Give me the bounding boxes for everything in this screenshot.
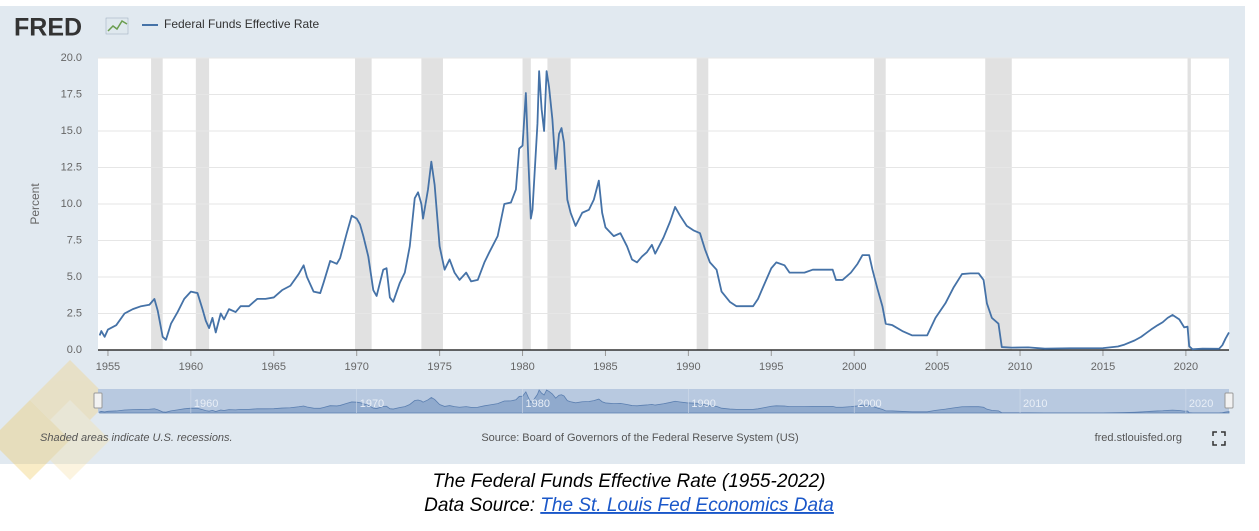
x-tick-label: 1990: [676, 361, 700, 373]
recession-note: Shaded areas indicate U.S. recessions.: [40, 432, 233, 444]
y-tick-label: 10.0: [61, 198, 82, 210]
y-tick-label: 20.0: [61, 52, 82, 64]
y-tick-label: 0.0: [67, 344, 82, 356]
y-tick-label: 2.5: [67, 307, 82, 319]
fullscreen-icon[interactable]: [1212, 431, 1226, 446]
x-tick-label: 2005: [925, 361, 949, 373]
x-tick-label: 1960: [179, 361, 203, 373]
y-tick-label: 12.5: [61, 161, 82, 173]
caption-source-label: Data Source:: [424, 495, 535, 516]
x-tick-label: 2010: [1008, 361, 1032, 373]
y-tick-label: 15.0: [61, 125, 82, 137]
x-tick-label: 1980: [510, 361, 534, 373]
source: Source: Board of Governors of the Federa…: [481, 432, 798, 444]
logo-icon: [105, 17, 129, 35]
caption-source: Data Source: The St. Louis Fed Economics…: [424, 495, 834, 516]
x-tick-label: 1995: [759, 361, 783, 373]
caption-source-link[interactable]: The St. Louis Fed Economics Data: [540, 495, 834, 516]
navigator-label: 1990: [691, 398, 715, 410]
site: fred.stlouisfed.org: [1095, 432, 1182, 444]
y-tick-label: 17.5: [61, 88, 82, 100]
x-tick-label: 1955: [96, 361, 120, 373]
navigator-label: 1970: [360, 398, 384, 410]
logo: FRED: [14, 14, 82, 42]
navigator-label: 2000: [857, 398, 881, 410]
x-tick-label: 2000: [842, 361, 866, 373]
watermark: [0, 360, 110, 480]
navigator: 1960 1970 1980 1990 2000 2010 2020: [93, 389, 1234, 414]
x-tick-label: 1985: [593, 361, 617, 373]
navigator-label: 1960: [194, 398, 218, 410]
navigator-label: 1980: [526, 398, 550, 410]
plot: 0.0 2.5 5.0 7.5 10.0 12.5 15.0 17.5 20.0 1955 1960…: [61, 52, 1230, 373]
x-tick-label: 2015: [1091, 361, 1115, 373]
navigator-label: 2010: [1023, 398, 1047, 410]
x-tick-label: 2020: [1174, 361, 1198, 373]
navigator-handle[interactable]: [93, 392, 103, 409]
navigator-handle[interactable]: [1224, 392, 1234, 409]
x-tick-label: 1965: [262, 361, 286, 373]
y-tick-label: 7.5: [67, 234, 82, 246]
x-tick-label: 1970: [344, 361, 368, 373]
x-tick-label: 1975: [427, 361, 451, 373]
y-axis-label: Percent: [28, 183, 42, 225]
legend-label: Federal Funds Effective Rate: [164, 17, 320, 31]
navigator-label: 2020: [1189, 398, 1213, 410]
navigator-area: [99, 389, 1230, 414]
data-line: [98, 70, 1230, 351]
caption-title: The Federal Funds Effective Rate (1955-2…: [433, 471, 826, 492]
y-tick-label: 5.0: [67, 271, 82, 283]
